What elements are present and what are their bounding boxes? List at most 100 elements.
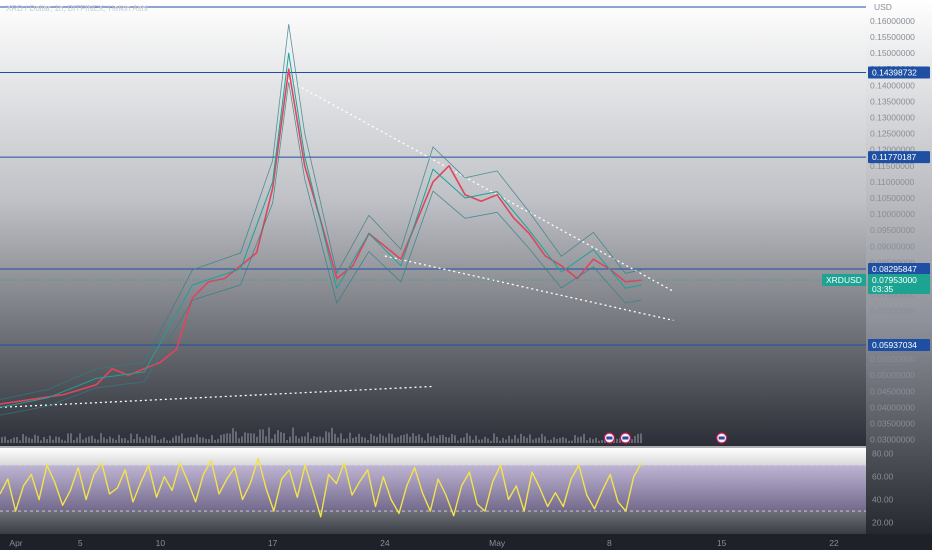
level-price-tag [868,151,930,164]
trendlines[interactable] [0,79,674,409]
level-price-tag-label: 0.11770187 [872,152,917,162]
level-price-tag-label: 0.05937034 [872,340,917,350]
series-line [0,68,642,405]
volume-bar [10,439,12,443]
time-tick-label: 10 [156,538,166,548]
volume-bar [316,437,318,443]
currency-label[interactable]: USD [874,2,892,12]
level-price-tag [868,338,930,351]
volume-bar [151,434,153,443]
volume-bar [640,433,642,443]
volume-bar [601,439,603,443]
volume-bar [256,436,258,443]
volume-bar [211,435,213,443]
volume-bar [178,435,180,443]
volume-bar [322,437,324,443]
volume-bar [364,437,366,443]
volume-bar [145,436,147,443]
volume-bar [103,437,105,443]
volume-bar [67,433,69,443]
level-price-tag [868,263,930,276]
horizontal-levels[interactable] [0,71,866,346]
volume-bar [166,440,168,443]
volume-bar [550,439,552,443]
volume-bar [388,433,390,443]
volume-bar [340,433,342,443]
volume-bar [535,438,537,443]
volume-bar [139,437,141,443]
volume-bar [22,433,24,443]
volume-bar [343,438,345,443]
volume-bar [241,436,243,443]
volume-bar [412,433,414,443]
volume-bar [124,438,126,443]
volume-bar [220,434,222,443]
volume-bar [301,436,303,443]
volume-bar [304,436,306,443]
price-tick-label: 0.10000000 [870,209,915,219]
volume-bar [478,439,480,443]
volume-bar [199,437,201,443]
volume-bar [445,436,447,443]
time-tick-label: Apr [9,538,22,548]
price-tags[interactable]: 0.14398732 0.11770187 0.08295847 0.05937034… [0,66,930,351]
main-pane-background [0,0,866,446]
price-tick-label: 0.11000000 [870,177,915,187]
volume-bar [529,434,531,443]
time-tick-label: 8 [607,538,612,548]
volume-bar [76,437,78,443]
volume-bar [406,433,408,443]
volume-bar [583,433,585,443]
volume-bar [247,432,249,443]
volume-bar [157,439,159,443]
volume-bar [13,437,15,443]
volume-bar [352,437,354,443]
volume-bar [289,436,291,443]
chart-legend[interactable]: XRD / Dollar, 1h, BITFINEX, Heikin Ashi [6,4,148,13]
volume-bar [205,438,207,443]
time-tick-label: 5 [78,538,83,548]
volume-bar [382,435,384,443]
price-tick-label: 0.08500000 [870,257,915,267]
volume-bar [73,440,75,443]
volume-bar [28,437,30,443]
volume-bar [262,429,264,443]
volume-bar [328,432,330,443]
price-tick-label: 0.13000000 [870,113,915,123]
volume-bar [502,437,504,443]
time-tick-label: 17 [268,538,278,548]
price-tick-label: 0.07000000 [870,306,915,316]
volume-bar [19,440,21,443]
volume-bar [370,433,372,443]
volume-bar [349,432,351,443]
volume-bar [355,436,357,443]
volume-bar [46,439,48,443]
volume-bar [184,438,186,443]
time-tick-label: May [489,538,506,548]
volume-bar [589,437,591,443]
volume-bar [553,437,555,443]
volume-bar [283,433,285,443]
volume-bar [334,433,336,443]
volume-bar [307,432,309,443]
volume-bar [451,433,453,443]
volume-bar [181,433,183,443]
rsi-line [0,457,643,518]
volume-bar [25,436,27,443]
volume-bar [49,435,51,443]
volume-bar [34,434,36,443]
volume-bar [394,437,396,443]
volume-bar [109,436,111,443]
volume-bar [508,435,510,443]
volume-bar [106,439,108,443]
event-markers[interactable] [603,432,728,444]
volume-bar [202,437,204,443]
level-price-tag-label: 0.08295847 [872,264,917,274]
series-line [0,52,642,408]
volume-bar [514,435,516,443]
volume-bar [562,436,564,443]
price-tick-label: 0.03500000 [870,418,915,428]
volume-bar [358,433,360,443]
volume-bar [52,439,54,443]
